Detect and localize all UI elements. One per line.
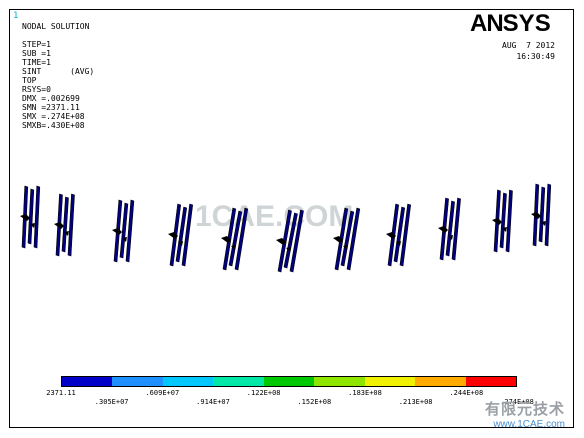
legend-line-sint: SINT (AVG) bbox=[22, 67, 95, 76]
legend-line-smxb: SMXB=.430E+08 bbox=[22, 121, 85, 130]
model-strip-10 bbox=[492, 189, 513, 253]
model-strip-3 bbox=[112, 199, 135, 263]
model-strip-9 bbox=[438, 197, 461, 261]
corner-watermark: 有限元技术 www.1CAE.com bbox=[485, 398, 565, 430]
legend-line-dmx: DMX =.002699 bbox=[22, 94, 80, 103]
colorbar-label-top-1: 2371.11 bbox=[46, 389, 76, 397]
colorbar-segment-6 bbox=[314, 377, 365, 386]
legend-line-sub: SUB =1 bbox=[22, 49, 51, 58]
colorbar-label-top-3: .122E+08 bbox=[246, 389, 281, 397]
legend-line-rsys: RSYS=0 bbox=[22, 85, 51, 94]
legend-line-title: NODAL SOLUTION bbox=[22, 22, 90, 31]
legend-line-step: STEP=1 bbox=[22, 40, 51, 49]
colorbar-label-bottom-5: .274E+08 bbox=[500, 398, 534, 406]
model-strip-4 bbox=[168, 203, 194, 267]
legend-line-smn: SMN =2371.11 bbox=[22, 103, 80, 112]
model-strip-11 bbox=[531, 183, 552, 247]
legend-line-time: TIME=1 bbox=[22, 58, 51, 67]
corner-watermark-url: www.1CAE.com bbox=[493, 419, 565, 430]
colorbar-label-bottom-1: .305E+07 bbox=[94, 398, 129, 406]
colorbar-label-top-5: .244E+08 bbox=[449, 389, 484, 397]
colorbar-segment-1 bbox=[62, 377, 113, 386]
colorbar-label-bottom-3: .152E+08 bbox=[297, 398, 332, 406]
colorbar-segment-8 bbox=[415, 377, 466, 386]
ansys-logo: ANSYS bbox=[470, 10, 551, 38]
contour-colorbar bbox=[61, 376, 517, 387]
corner-watermark-chinese: 有限元技术 bbox=[484, 400, 565, 418]
graphics-window: 1 NODAL SOLUTION STEP=1 SUB =1 TIME=1 SI… bbox=[9, 9, 574, 430]
colorbar-label-top-4: .183E+08 bbox=[348, 389, 382, 397]
colorbar-segment-2 bbox=[112, 377, 163, 386]
logo-suffix: SYS bbox=[502, 10, 551, 37]
colorbar-segment-3 bbox=[162, 377, 214, 386]
model-strip-5 bbox=[221, 207, 249, 271]
colorbar-label-bottom-4: .213E+08 bbox=[398, 398, 433, 406]
plot-date: AUG 7 2012 bbox=[502, 41, 555, 50]
colorbar-segment-9 bbox=[465, 377, 516, 386]
colorbar-label-top-2: .609E+07 bbox=[145, 389, 180, 397]
colorbar-segment-7 bbox=[364, 377, 416, 386]
model-strip-1 bbox=[20, 185, 41, 249]
model-strip-7 bbox=[333, 207, 361, 271]
model-strip-6 bbox=[276, 209, 304, 273]
window-number: 1 bbox=[13, 11, 19, 21]
logo-prefix: AN bbox=[470, 10, 504, 37]
colorbar-label-bottom-2: .914E+07 bbox=[196, 398, 230, 406]
legend-line-top: TOP bbox=[22, 76, 37, 85]
model-strip-2 bbox=[54, 193, 75, 257]
model-strip-8 bbox=[386, 203, 412, 267]
legend-line-smx: SMX =.274E+08 bbox=[22, 112, 85, 121]
plot-time: 16:30:49 bbox=[516, 52, 555, 61]
colorbar-segment-4 bbox=[213, 377, 264, 386]
colorbar-segment-5 bbox=[263, 377, 315, 386]
center-watermark: 1CAE.COM bbox=[195, 200, 354, 233]
model-plot bbox=[20, 183, 552, 273]
